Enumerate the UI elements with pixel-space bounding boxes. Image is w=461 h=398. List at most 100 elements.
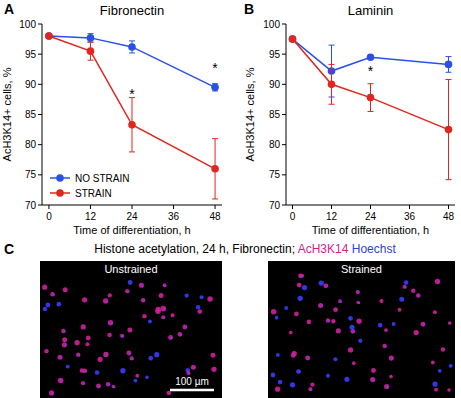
error-cap [87,33,93,34]
nucleus [348,347,353,352]
nucleus [441,347,445,351]
nucleus [182,325,187,330]
nucleus [431,360,435,364]
nucleus [402,285,406,289]
nucleus [387,386,389,388]
nucleus [98,386,100,388]
nucleus [61,380,63,382]
error-bar [87,34,93,42]
nucleus [423,324,425,326]
nucleus [333,307,338,312]
nucleus [43,307,47,311]
nucleus [148,319,152,323]
annotation: * [368,63,374,79]
nucleus [82,297,87,302]
nucleus [98,357,103,362]
nucleus [333,357,337,361]
nucleus [142,314,146,318]
nucleus [308,387,312,391]
data-point [445,126,453,134]
y-tick-label: 85 [25,109,37,120]
error-cap [212,198,218,199]
legend-label: STRAIN [75,188,112,199]
error-cap [129,151,135,152]
nucleus [300,275,302,277]
nucleus [275,387,280,392]
y-tick [38,24,42,25]
nucleus [53,294,55,296]
nucleus [284,306,288,310]
error-cap [446,56,452,57]
data-point [289,35,297,43]
nucleus [289,331,293,335]
series-line [293,39,449,130]
y-tick-label: 95 [25,49,37,60]
nucleus [358,339,362,343]
nucleus [211,353,216,358]
nucleus [103,352,108,357]
y-tick [38,174,42,175]
nucleus [120,334,124,338]
nucleus [371,368,376,373]
x-axis-label: Time of differentiation, h [73,224,190,236]
nucleus [331,319,335,323]
nucleus [348,316,353,321]
panel-label: B [244,1,254,17]
data-point [367,53,375,61]
error-bar [212,139,218,199]
x-tick [90,205,91,209]
nucleus [398,308,402,312]
nucleus [122,335,124,337]
error-cap [129,40,135,41]
nucleus [130,356,134,360]
nucleus [113,386,115,388]
y-tick-label: 80 [25,139,37,150]
nucleus [414,330,419,335]
y-tick [38,114,42,115]
nucleus [382,344,386,348]
nucleus [358,292,360,294]
nucleus [180,334,182,336]
plot-area [45,32,219,199]
x-tick-label: 48 [443,211,455,222]
x-tick [132,205,133,209]
nucleus [49,390,54,395]
nucleus [76,353,80,357]
nucleus [310,382,314,386]
error-cap [368,83,374,84]
nucleus [129,353,131,355]
nucleus [384,384,389,389]
nucleus [167,391,172,396]
nucleus [145,376,149,380]
image-title: Histone acetylation, 24 h, Fibronectin; … [94,242,396,256]
x-tick [173,205,174,209]
nucleus [63,330,65,332]
chart-panel: BLaminin707580859095100012243648Time of … [244,1,455,236]
nucleus [81,324,86,329]
nucleus [108,384,110,386]
nucleus [307,320,312,325]
error-bar [329,64,335,104]
nucleus [352,361,356,365]
nucleus [163,283,167,287]
data-point [87,34,95,42]
nucleus [159,293,164,298]
nucleus [193,367,195,369]
nucleus [373,379,375,381]
image-label: Strained [341,263,382,275]
nucleus [171,337,173,339]
error-cap [368,111,374,112]
y-tick-label: 70 [269,200,281,211]
x-tick [331,205,332,209]
title-part: AcH3K14 [295,242,349,256]
error-cap [129,52,135,53]
x-tick-label: 36 [168,211,180,222]
nucleus [50,292,55,297]
nucleus [58,355,63,360]
y-tick-label: 90 [25,79,37,90]
y-tick [282,144,286,145]
nucleus [61,329,65,333]
plot-area [289,35,453,179]
nucleus [297,296,302,301]
title-part: Hoechst [348,242,396,256]
